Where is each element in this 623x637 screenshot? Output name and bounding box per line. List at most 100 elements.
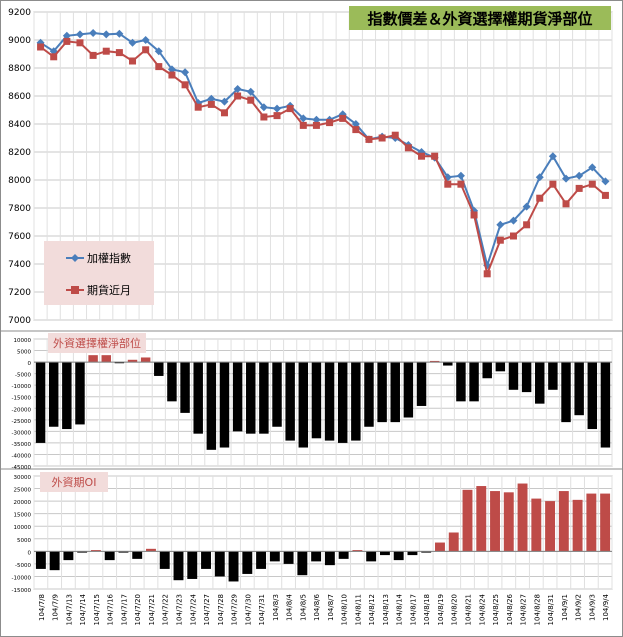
- oi-bar: [214, 551, 225, 577]
- y-tick-label: -10000: [12, 575, 32, 581]
- oi-chart-title: 外資期OI: [52, 476, 97, 489]
- y-tick-label: 8800: [8, 64, 31, 74]
- y-tick-label: 0: [28, 361, 32, 367]
- y-tick-label: 7000: [8, 316, 31, 326]
- data-point-taiex: [102, 30, 111, 39]
- oi-bar: [338, 551, 349, 559]
- x-tick-label: 104/7/29: [231, 594, 239, 625]
- data-point-taiex: [312, 115, 321, 124]
- options-bar: [259, 362, 269, 434]
- x-tick-label: 104/8/11: [354, 594, 362, 625]
- data-point-taiex: [575, 171, 584, 180]
- y-tick-label: 9000: [8, 36, 31, 46]
- y-tick-label: 25000: [14, 488, 32, 494]
- oi-bar: [311, 551, 322, 562]
- oi-bar: [352, 550, 363, 552]
- x-tick-label: 104/8/27: [520, 594, 528, 625]
- options-bar: [561, 362, 571, 423]
- options-bar: [167, 362, 177, 402]
- x-tick-label: 104/7/23: [176, 594, 184, 625]
- x-tick-label: 104/8/6: [313, 593, 321, 621]
- y-tick-label: -15000: [12, 396, 32, 402]
- x-tick-label: 104/7/30: [244, 594, 252, 625]
- data-point-taiex: [141, 36, 150, 44]
- data-point-futures: [444, 180, 452, 188]
- x-tick-label: 104/9/4: [602, 593, 610, 621]
- x-tick-label: 104/8/19: [437, 594, 445, 625]
- oi-bar: [435, 542, 445, 552]
- index-chart-series: [36, 29, 610, 278]
- data-point-taiex: [509, 216, 518, 225]
- x-tick-label: 104/8/14: [396, 593, 404, 625]
- data-point-futures: [220, 109, 228, 117]
- data-point-futures: [601, 191, 609, 199]
- x-tick-label: 104/9/1: [561, 594, 569, 621]
- data-point-futures: [76, 39, 84, 47]
- oi-bar: [132, 551, 143, 559]
- data-point-futures: [378, 134, 386, 142]
- oi-bar: [173, 551, 184, 581]
- data-point-taiex: [496, 220, 505, 229]
- oi-bar: [421, 551, 432, 553]
- data-point-taiex: [601, 177, 610, 186]
- options-bar: [456, 362, 466, 402]
- options-bar: [285, 362, 295, 441]
- data-point-futures: [470, 211, 478, 219]
- x-tick-label: 104/7/31: [258, 594, 266, 625]
- data-point-taiex: [62, 31, 71, 40]
- y-tick-label: 8600: [8, 92, 31, 102]
- oi-bar: [49, 551, 60, 571]
- data-point-futures: [129, 57, 137, 65]
- oi-bar: [324, 551, 335, 566]
- data-point-futures: [260, 113, 268, 121]
- x-tick-label: 104/7/27: [203, 594, 211, 625]
- oi-chart-x-axis: 104/7/8 104/7/9 104/7/13 104/7/14 104/7/15 10…: [38, 593, 610, 625]
- x-tick-label: 104/8/31: [547, 594, 555, 625]
- y-tick-label: 15000: [14, 513, 32, 519]
- y-tick-label: -30000: [12, 430, 32, 436]
- oi-chart-y-axis: 30000 25000 20000 15000 10000 5000 0 -5000 -1000…: [12, 475, 32, 594]
- data-point-futures: [181, 81, 189, 89]
- data-point-taiex: [535, 173, 544, 182]
- options-bar: [272, 362, 282, 427]
- options-bar: [127, 359, 138, 363]
- y-tick-label: 20000: [14, 500, 32, 506]
- options-bar: [232, 362, 243, 432]
- data-point-futures: [339, 114, 347, 122]
- y-tick-label: 5000: [17, 350, 31, 356]
- data-point-futures: [115, 49, 123, 57]
- y-tick-label: 5000: [17, 538, 31, 544]
- x-tick-label: 104/8/18: [423, 594, 431, 625]
- options-bar: [351, 362, 361, 441]
- index-chart-legend: [44, 241, 154, 305]
- data-point-futures: [155, 63, 163, 71]
- data-point-taiex: [233, 85, 242, 93]
- y-tick-label: 10000: [14, 338, 32, 344]
- options-bar: [377, 362, 387, 423]
- data-point-futures: [326, 119, 334, 127]
- data-point-futures: [50, 53, 58, 61]
- options-bar: [114, 362, 125, 364]
- options-bar: [337, 362, 348, 443]
- data-point-taiex: [89, 29, 98, 37]
- data-point-futures: [496, 236, 504, 244]
- data-point-futures: [247, 96, 255, 104]
- data-point-futures: [575, 184, 583, 192]
- oi-bar: [77, 551, 88, 553]
- oi-bar: [379, 551, 390, 556]
- data-point-futures: [273, 112, 281, 120]
- options-chart-title-box: [48, 333, 146, 353]
- x-tick-label: 104/8/17: [409, 594, 417, 625]
- data-point-taiex: [299, 114, 308, 123]
- options-bar: [535, 362, 545, 404]
- options-bar: [48, 362, 59, 427]
- x-tick-label: 104/8/26: [506, 593, 514, 625]
- data-point-futures: [286, 105, 294, 113]
- oi-bar: [503, 492, 514, 552]
- options-bar: [180, 362, 190, 413]
- x-tick-label: 104/8/28: [533, 594, 541, 625]
- x-tick-label: 104/8/5: [299, 594, 307, 621]
- index-chart-title: 指數價差＆外資選擇權期貨淨部位: [367, 10, 592, 28]
- data-point-taiex: [259, 103, 268, 112]
